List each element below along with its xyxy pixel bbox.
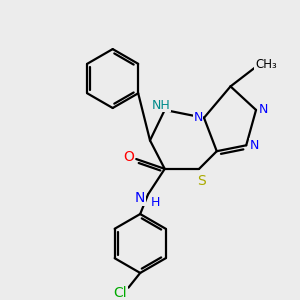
Text: N: N [259,103,268,116]
Text: N: N [194,111,203,124]
Text: N: N [135,191,146,205]
Text: CH₃: CH₃ [255,58,277,71]
Text: O: O [123,150,134,164]
Text: NH: NH [152,99,170,112]
Text: Cl: Cl [114,286,128,300]
Text: S: S [197,174,206,188]
Text: N: N [249,139,259,152]
Text: H: H [151,196,160,209]
